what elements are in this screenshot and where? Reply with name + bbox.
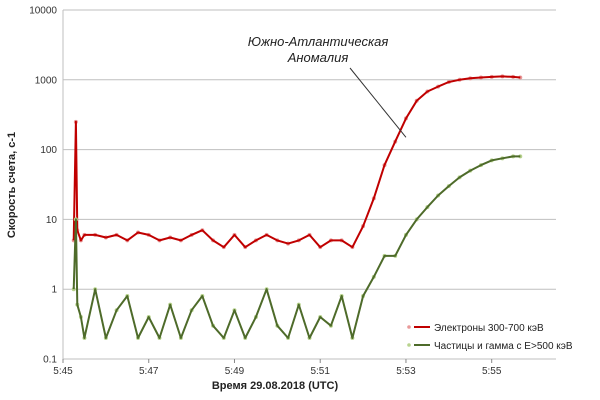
y-tick-label: 10 bbox=[46, 215, 58, 226]
x-tick-label: 5:45 bbox=[53, 366, 73, 377]
legend: Электроны 300-700 кэВ Частицы и гамма с … bbox=[407, 323, 573, 352]
y-tick-label: 0.1 bbox=[43, 355, 57, 366]
x-tick-label: 5:51 bbox=[310, 366, 330, 377]
annotation-line-2: Аномалия bbox=[287, 50, 349, 65]
x-tick-labels: 5:45 5:47 5:49 5:51 5:53 5:55 bbox=[53, 359, 502, 377]
x-tick-label: 5:47 bbox=[139, 366, 159, 377]
legend-marker-particles bbox=[407, 343, 411, 347]
series-line bbox=[72, 155, 521, 339]
x-axis-title: Время 29.08.2018 (UTC) bbox=[212, 380, 339, 392]
y-axis-title: Скорость счета, с-1 bbox=[6, 132, 18, 238]
series-0 bbox=[71, 74, 523, 250]
y-tick-label: 100 bbox=[40, 145, 57, 156]
annotation-leader-line bbox=[349, 67, 407, 138]
y-tick-label: 1 bbox=[51, 285, 57, 296]
series-line bbox=[72, 75, 521, 249]
x-tick-label: 5:53 bbox=[396, 366, 416, 377]
y-tick-label: 10000 bbox=[29, 6, 57, 17]
grid-lines bbox=[62, 9, 556, 360]
plot-area bbox=[71, 74, 523, 340]
legend-marker-electrons bbox=[407, 325, 411, 329]
legend-label-electrons: Электроны 300-700 кэВ bbox=[434, 323, 544, 334]
legend-label-particles: Частицы и гамма с E>500 кэВ bbox=[434, 341, 573, 352]
annotation: Южно-Атлантическая Аномалия bbox=[248, 34, 407, 138]
series-1 bbox=[71, 154, 523, 340]
y-tick-label: 1000 bbox=[35, 75, 58, 86]
annotation-line-1: Южно-Атлантическая bbox=[248, 34, 389, 49]
y-tick-labels: 0.1 1 10 100 1000 10000 bbox=[29, 6, 57, 366]
x-tick-label: 5:55 bbox=[482, 366, 502, 377]
x-tick-label: 5:49 bbox=[225, 366, 245, 377]
